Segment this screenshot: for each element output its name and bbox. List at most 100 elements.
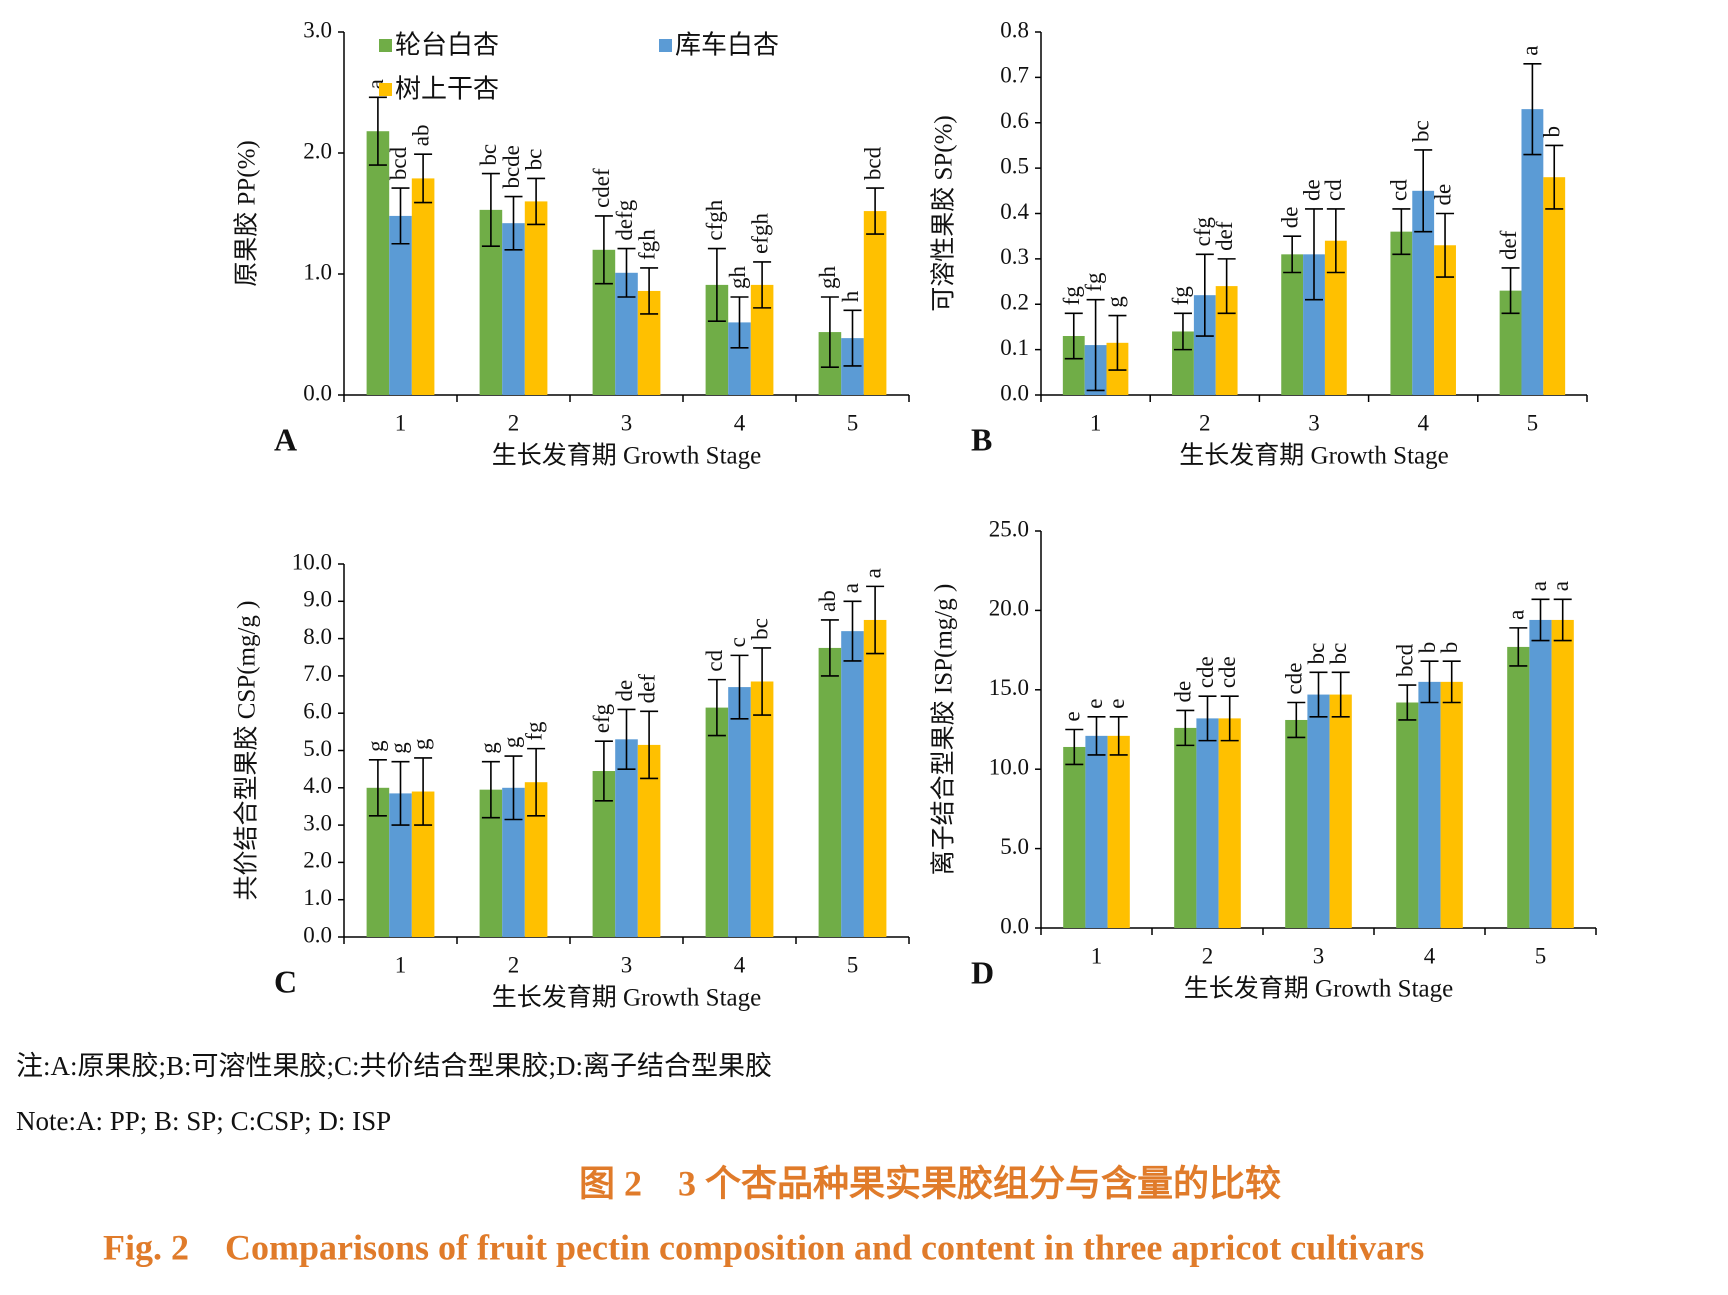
bar — [479, 209, 503, 395]
significance-letter: e — [1060, 711, 1085, 721]
error-bar — [1108, 314, 1127, 371]
significance-letter: bcd — [1393, 643, 1418, 677]
bar — [524, 782, 548, 937]
significance-letter: bc — [476, 144, 501, 166]
error-bar — [391, 187, 410, 245]
bar — [1307, 694, 1330, 928]
y-tick-label: 10.0 — [989, 754, 1029, 779]
error-bar — [1195, 253, 1214, 337]
x-tick-label: 3 — [621, 952, 633, 977]
bar — [1434, 245, 1456, 395]
x-tick-label: 4 — [734, 410, 746, 435]
bar — [1063, 746, 1086, 928]
x-axis-label: 生长发育期 Growth Stage — [492, 984, 761, 1012]
error-bar — [1305, 208, 1323, 301]
bar — [592, 771, 616, 937]
legend-label: 树上干杏 — [395, 75, 499, 105]
x-tick-label: 5 — [1527, 410, 1539, 435]
bar — [1418, 681, 1441, 928]
y-axis-label: 原果胶 PP(%) — [233, 140, 261, 287]
x-tick-label: 2 — [1199, 410, 1211, 435]
significance-letter: a — [1526, 581, 1551, 591]
y-tick-label: 8.0 — [303, 624, 332, 649]
significance-letter: bcd — [386, 146, 411, 180]
error-bar — [866, 585, 885, 655]
error-bar — [843, 600, 862, 662]
significance-letter: de — [1277, 206, 1302, 228]
panel-label: C — [274, 963, 297, 999]
bar — [615, 739, 638, 937]
bar — [1281, 254, 1304, 395]
significance-letter: bc — [1304, 643, 1329, 665]
y-tick-label: 1.0 — [303, 885, 332, 910]
bar — [592, 249, 616, 395]
bar — [1324, 240, 1347, 395]
error-bar — [866, 187, 885, 235]
x-tick-label: 1 — [1091, 943, 1103, 968]
error-bar — [1109, 715, 1128, 756]
bar — [728, 322, 751, 395]
error-bar — [730, 296, 749, 349]
y-tick-label: 10.0 — [292, 549, 332, 574]
x-tick-label: 5 — [847, 952, 859, 977]
x-tick-label: 3 — [621, 410, 633, 435]
error-bar — [594, 215, 613, 285]
y-tick-label: 4.0 — [303, 773, 332, 798]
error-bar — [820, 619, 839, 677]
y-tick-label: 0.5 — [1000, 153, 1029, 178]
error-bar — [1176, 709, 1195, 747]
significance-letter: de — [1299, 179, 1324, 201]
bar — [750, 681, 774, 937]
error-bar — [1217, 258, 1236, 315]
bar — [1499, 290, 1522, 395]
y-tick-label: 25.0 — [989, 516, 1029, 541]
significance-letter: fg — [1081, 272, 1106, 292]
significance-letter: bc — [521, 149, 546, 171]
significance-letter: a — [1504, 610, 1529, 620]
error-bar — [1064, 312, 1083, 360]
y-axis-label: 可溶性果胶 SP(%) — [930, 115, 958, 312]
significance-letter: fg — [521, 721, 546, 741]
y-tick-label: 0.1 — [1000, 335, 1029, 360]
significance-letter: bcde — [499, 145, 524, 188]
x-tick-label: 2 — [508, 410, 520, 435]
bar — [1390, 231, 1413, 395]
bar — [366, 131, 390, 395]
x-tick-label: 5 — [847, 410, 859, 435]
error-bar — [1392, 208, 1411, 256]
y-tick-label: 0.0 — [1000, 380, 1029, 405]
x-tick-label: 4 — [1417, 410, 1429, 435]
bar — [1412, 190, 1435, 395]
significance-letter: de — [1171, 681, 1196, 703]
bar — [1303, 254, 1325, 395]
significance-letter: ab — [815, 590, 840, 612]
error-bar — [1173, 312, 1192, 351]
error-bar — [527, 177, 546, 226]
bar — [1521, 109, 1544, 395]
error-bar — [1087, 715, 1106, 756]
bar — [863, 619, 887, 937]
significance-letter: cd — [702, 649, 727, 671]
note: Note:A: PP; B: SP; C:CSP; D: ISP — [16, 1106, 391, 1136]
error-bar — [1326, 208, 1345, 274]
y-tick-label: 5.0 — [303, 736, 332, 761]
panel-label: D — [971, 954, 994, 990]
error-bar — [504, 755, 523, 821]
significance-letter: e — [1082, 699, 1107, 709]
x-tick-label: 2 — [508, 952, 520, 977]
y-tick-label: 5.0 — [1000, 834, 1029, 859]
x-axis-label: 生长发育期 Growth Stage — [1179, 442, 1448, 470]
bar — [863, 211, 887, 395]
error-bar — [481, 760, 500, 819]
error-bar — [1414, 149, 1433, 233]
error-bar — [1398, 684, 1417, 721]
y-tick-label: 15.0 — [989, 675, 1029, 700]
significance-letter: cd — [1321, 179, 1346, 201]
error-bar — [1436, 212, 1455, 278]
significance-letter: h — [838, 290, 863, 302]
bar — [705, 707, 729, 937]
significance-letter: fg — [1168, 286, 1193, 306]
bar — [637, 290, 661, 395]
significance-letter: cde — [1282, 663, 1307, 695]
